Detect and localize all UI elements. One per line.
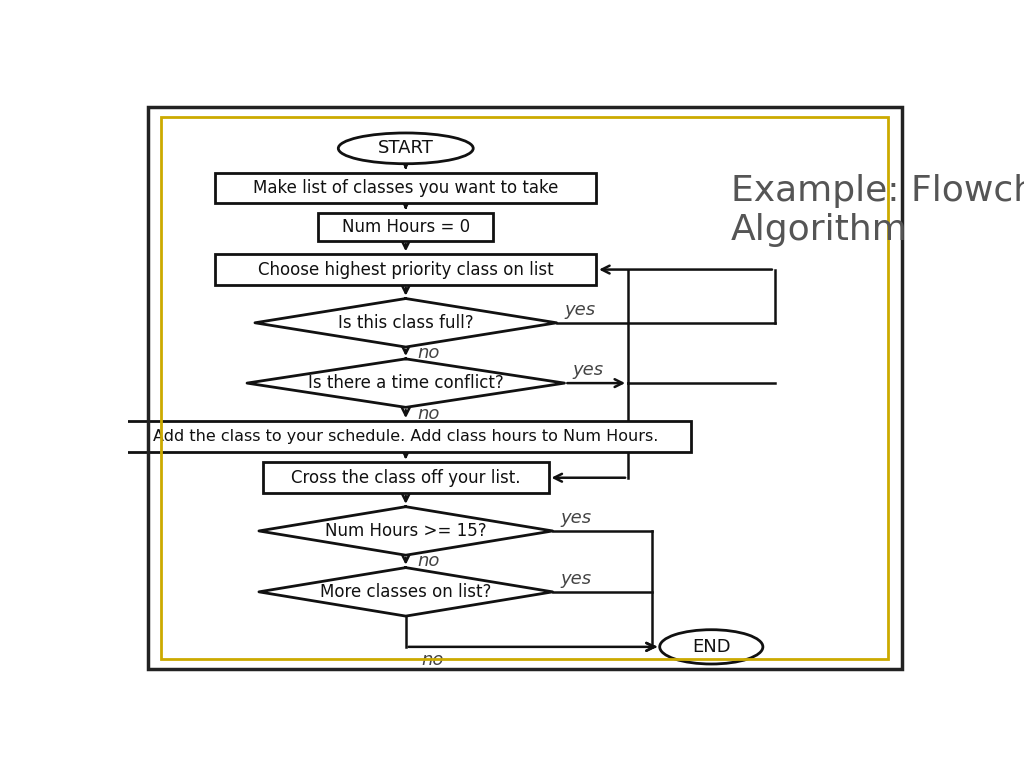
FancyBboxPatch shape (318, 213, 494, 241)
Ellipse shape (659, 630, 763, 664)
Text: no: no (418, 552, 440, 571)
Text: Cross the class off your list.: Cross the class off your list. (291, 468, 520, 487)
Text: Num Hours = 0: Num Hours = 0 (342, 218, 470, 236)
FancyBboxPatch shape (215, 173, 596, 204)
Polygon shape (247, 359, 564, 407)
FancyBboxPatch shape (215, 254, 596, 285)
Text: START: START (378, 139, 434, 157)
Text: no: no (418, 406, 440, 423)
Polygon shape (259, 507, 553, 555)
Text: no: no (418, 344, 440, 362)
Text: Example: Flowchart
Algorithm: Example: Flowchart Algorithm (731, 174, 1024, 247)
FancyBboxPatch shape (263, 462, 549, 493)
Polygon shape (259, 568, 553, 616)
Text: no: no (422, 650, 444, 669)
Text: Make list of classes you want to take: Make list of classes you want to take (253, 179, 558, 197)
Text: More classes on list?: More classes on list? (321, 583, 492, 601)
Text: Is there a time conflict?: Is there a time conflict? (308, 374, 504, 392)
Text: yes: yes (560, 509, 592, 527)
Ellipse shape (338, 133, 473, 164)
Text: Num Hours >= 15?: Num Hours >= 15? (325, 522, 486, 540)
Text: Add the class to your schedule. Add class hours to Num Hours.: Add the class to your schedule. Add clas… (153, 429, 658, 444)
Text: Is this class full?: Is this class full? (338, 314, 473, 332)
Text: yes: yes (560, 570, 592, 588)
FancyBboxPatch shape (120, 421, 691, 452)
Text: END: END (692, 638, 730, 656)
Polygon shape (255, 299, 557, 347)
Text: yes: yes (572, 361, 603, 379)
Text: Choose highest priority class on list: Choose highest priority class on list (258, 260, 554, 279)
Text: yes: yes (564, 301, 596, 319)
